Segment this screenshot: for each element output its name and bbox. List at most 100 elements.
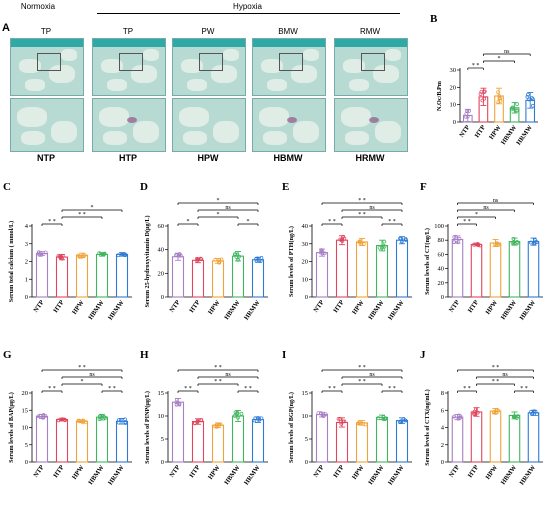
bar-htp: [335, 421, 349, 463]
y-tick-label: 60: [438, 251, 445, 258]
x-tick-label: HBMW: [223, 464, 242, 486]
data-point: [472, 242, 476, 247]
histology-high-mag-image: [92, 98, 166, 152]
significance-label: * *: [108, 386, 116, 392]
data-point: [236, 258, 240, 262]
y-tick-label: 5: [161, 436, 164, 443]
bar-hbmw: [231, 255, 245, 298]
y-tick-label: 20: [450, 84, 457, 91]
histology-group-label: HRMW: [355, 153, 385, 163]
data-point: [254, 259, 259, 263]
bar-htp: [335, 239, 349, 298]
x-tick-label: HRMW: [515, 124, 534, 147]
data-point: [359, 242, 364, 246]
x-tick-label: HPW: [488, 124, 503, 141]
bar-hpw: [489, 242, 502, 298]
significance-label: * *: [358, 198, 366, 204]
bar-ntp: [451, 238, 464, 298]
significance-label: *: [91, 205, 94, 211]
data-point: [492, 409, 497, 414]
y-tick-label: 0: [161, 459, 164, 466]
histology-group-label: HBMW: [273, 153, 303, 163]
x-tick-label: NTP: [32, 299, 45, 314]
y-tick-label: 20: [438, 280, 445, 287]
data-point: [535, 412, 539, 416]
data-point: [512, 241, 517, 246]
bar-hpw: [211, 424, 225, 463]
y-tick-label: 20: [158, 270, 165, 277]
data-point: [527, 97, 532, 102]
bar-ntp: [171, 401, 185, 463]
bone-marrow-space: [291, 65, 317, 83]
x-tick-label: HPW: [351, 464, 366, 481]
data-point: [213, 257, 218, 262]
significance-label: ns: [89, 372, 95, 378]
data-point: [492, 242, 497, 246]
x-tick-label: HRMW: [387, 464, 406, 487]
bar-hpw: [211, 260, 225, 298]
y-tick-label: 15: [158, 390, 165, 397]
histology-group-label: HTP: [119, 153, 137, 163]
bone-marrow-space: [21, 131, 45, 145]
data-point: [452, 240, 456, 245]
significance-label: * *: [358, 212, 366, 218]
y-tick-label: 40: [438, 266, 445, 273]
significance-label: * *: [244, 386, 252, 392]
zoom-region-box: [199, 53, 223, 71]
bone-marrow-space: [259, 107, 289, 127]
bone-marrow-space: [51, 121, 77, 143]
data-point: [340, 237, 345, 242]
bone-marrow-space: [19, 59, 41, 73]
significance-label: ns: [369, 205, 375, 211]
bone-marrow-space: [187, 79, 207, 91]
data-point: [496, 100, 501, 104]
data-point: [494, 407, 499, 412]
data-point: [218, 422, 223, 427]
bone-marrow-space: [101, 59, 123, 73]
data-point: [254, 257, 258, 261]
data-point: [515, 108, 519, 113]
data-point: [534, 240, 539, 245]
y-tick-label: 4: [25, 223, 29, 230]
histology-high-mag-image: [172, 98, 246, 152]
data-point: [511, 237, 516, 241]
data-point: [199, 418, 204, 423]
significance-label: * *: [78, 365, 86, 371]
significance-label: * *: [358, 365, 366, 371]
data-point: [217, 260, 221, 265]
x-tick-label: HRMW: [519, 464, 538, 487]
data-point: [36, 414, 41, 419]
cartilage-band: [173, 39, 245, 47]
significance-label: * *: [328, 386, 336, 392]
x-tick-label: HTP: [467, 299, 480, 314]
data-point: [320, 249, 324, 254]
data-point: [515, 102, 519, 107]
significance-label: *: [187, 219, 190, 225]
zoom-region-box: [361, 53, 385, 71]
panel-letter-e: E: [282, 181, 289, 193]
bar-hpw: [75, 420, 89, 463]
data-point: [467, 109, 471, 113]
bar-hbmw: [375, 416, 389, 463]
significance-label: * *: [358, 379, 366, 385]
y-tick-label: 15: [302, 390, 309, 397]
y-tick-label: 10: [22, 425, 29, 432]
bar-htp: [55, 256, 69, 298]
bar-htp: [470, 411, 483, 463]
data-point: [174, 400, 179, 405]
histology-top-label: TP: [122, 27, 134, 36]
y-tick-label: 40: [158, 247, 165, 254]
y-tick-label: 100: [434, 223, 444, 230]
histology-top-label: TP: [40, 27, 52, 36]
bar-htp: [191, 420, 205, 463]
osteoclast-stain: [369, 117, 379, 123]
data-point: [453, 234, 458, 239]
significance-label: * *: [492, 365, 500, 371]
y-tick-label: 0: [25, 459, 28, 466]
data-point: [123, 252, 127, 257]
significance-label: *: [81, 379, 84, 385]
bone-marrow-space: [181, 59, 203, 73]
significance-label: ns: [225, 205, 231, 211]
data-point: [233, 410, 238, 415]
hypoxia-label: Hypoxia: [233, 2, 262, 11]
